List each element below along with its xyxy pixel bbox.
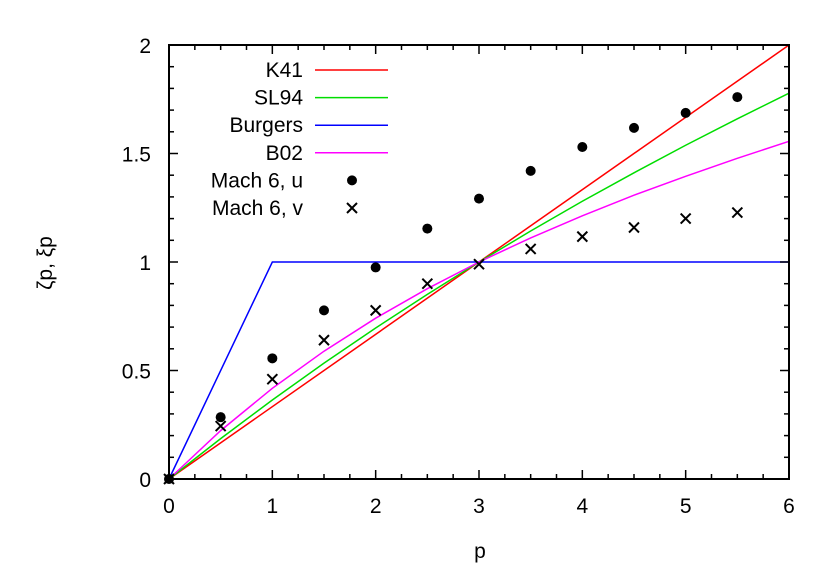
point-mach-6-u (525, 165, 536, 176)
point-mach-6-v (214, 420, 227, 432)
y-tick-label: 0 (139, 469, 151, 492)
legend-label-b02: B02 (266, 142, 303, 165)
point-mach-6-v (266, 373, 279, 385)
point-mach-6-u (577, 141, 588, 152)
x-tick-label: 3 (473, 495, 485, 518)
legend-label-burgers: Burgers (229, 114, 303, 137)
point-mach-6-v (576, 230, 589, 243)
point-mach-6-u (629, 122, 639, 133)
legend-label-mach-6-u: Mach 6, u (211, 169, 303, 192)
point-mach-6-u (267, 353, 278, 364)
legend-label-sl94: SL94 (254, 87, 303, 110)
point-mach-6-u (474, 193, 484, 204)
point-mach-6-u (215, 412, 226, 423)
x-tick-label: 0 (163, 495, 175, 518)
point-mach-6-v (628, 221, 640, 234)
series-burgers-line (168, 261, 789, 480)
point-mach-6-u (732, 92, 743, 103)
point-mach-6-v (524, 243, 537, 255)
legend-swatch-mach-6-v (346, 202, 358, 214)
y-tick-label: 2 (139, 35, 151, 58)
legend-label-k41: K41 (266, 59, 303, 82)
point-mach-6-v (421, 277, 434, 290)
point-mach-6-u (370, 262, 381, 273)
point-mach-6-u (422, 223, 433, 234)
x-axis-label: p (474, 540, 486, 563)
point-mach-6-u (680, 107, 691, 118)
legend-swatch-mach-6-u (347, 175, 357, 186)
point-mach-6-v (318, 334, 330, 346)
x-tick-label: 6 (783, 495, 795, 518)
point-mach-6-v (473, 258, 485, 270)
y-tick-label: 1 (139, 252, 151, 275)
series-b02-line (168, 140, 790, 480)
legend-label-mach-6-v: Mach 6, v (212, 197, 304, 220)
point-mach-6-v (679, 212, 692, 225)
y-axis-label: ζp, ξp (34, 236, 57, 290)
x-tick-label: 2 (370, 495, 382, 518)
x-tick-label: 5 (680, 495, 692, 518)
y-tick-label: 1.5 (122, 144, 151, 167)
x-tick-label: 4 (576, 495, 588, 518)
point-mach-6-u (319, 305, 329, 316)
point-mach-6-v (731, 206, 744, 219)
series-sl94-line (168, 92, 790, 480)
point-mach-6-v (369, 304, 382, 317)
y-tick-label: 0.5 (122, 361, 151, 384)
x-tick-label: 1 (266, 495, 278, 518)
